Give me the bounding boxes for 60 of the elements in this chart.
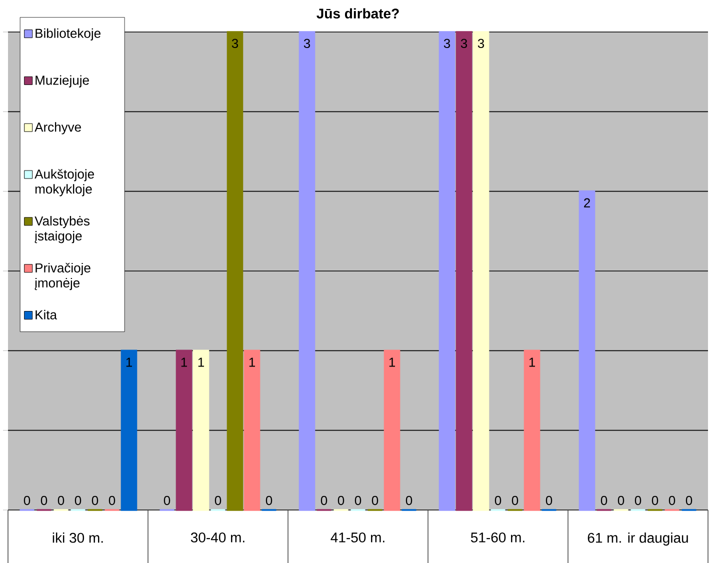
data-label: 0 xyxy=(338,496,344,506)
data-label: 0 xyxy=(686,496,692,506)
data-label: 0 xyxy=(320,496,328,506)
bar xyxy=(578,190,596,511)
data-label: 0 xyxy=(108,496,116,506)
data-label: 0 xyxy=(40,496,48,506)
bar xyxy=(226,31,244,511)
bar xyxy=(456,31,472,511)
legend-label: Muziejuje xyxy=(36,75,89,88)
data-label: 0 xyxy=(634,496,642,506)
x-tick-label: 30-40 m. xyxy=(190,532,244,542)
bar xyxy=(438,31,456,511)
data-label: 0 xyxy=(58,496,64,506)
x-tick-label: iki 30 m. xyxy=(52,532,103,543)
legend-label: Kita xyxy=(36,310,57,320)
data-label: 0 xyxy=(494,496,502,506)
x-tick-label: 61 m. ir daugiau xyxy=(588,532,688,546)
data-label: 3 xyxy=(304,38,310,48)
data-label: 1 xyxy=(529,358,535,367)
data-label: 0 xyxy=(214,496,222,506)
data-label: 0 xyxy=(354,496,362,506)
data-label: 1 xyxy=(249,358,255,367)
x-tick-label: 51-60 m. xyxy=(470,532,524,542)
legend-label: Aukštojoje mokykloje xyxy=(34,169,94,196)
data-label: 0 xyxy=(512,496,518,506)
bar xyxy=(192,350,210,511)
bar xyxy=(120,350,138,511)
data-label: 3 xyxy=(460,38,468,48)
bar xyxy=(384,350,400,511)
bar xyxy=(472,31,490,511)
data-label: 1 xyxy=(198,358,204,367)
data-label: 1 xyxy=(181,358,187,367)
bar xyxy=(524,350,540,511)
data-label: 0 xyxy=(74,496,82,506)
legend-label: Bibliotekoje xyxy=(36,28,100,40)
data-label: 0 xyxy=(164,496,170,506)
data-label: 0 xyxy=(600,496,608,506)
data-label: 0 xyxy=(266,496,272,506)
data-label: 2 xyxy=(584,198,590,208)
chart-title: Jūs dirbate? xyxy=(316,8,399,18)
data-label: 1 xyxy=(126,358,132,367)
data-label: 0 xyxy=(618,496,624,506)
data-label: 0 xyxy=(652,496,658,506)
data-label: 0 xyxy=(406,496,412,506)
legend-label: Privačioje įmonėje xyxy=(34,262,90,290)
legend-label: Archyve xyxy=(34,122,81,134)
data-label: 3 xyxy=(478,38,484,48)
legend-label: Valstybės įstaigoje xyxy=(34,216,90,244)
data-label: 0 xyxy=(92,496,98,506)
data-label: 0 xyxy=(24,496,30,506)
bar xyxy=(298,31,316,511)
data-label: 3 xyxy=(444,38,450,48)
data-label: 0 xyxy=(546,496,552,506)
data-label: 1 xyxy=(389,358,395,367)
x-tick-label: 41-50 m. xyxy=(330,532,384,542)
data-label: 0 xyxy=(372,496,378,506)
bar xyxy=(176,350,192,511)
data-label: 3 xyxy=(232,38,238,48)
bar xyxy=(244,350,260,511)
data-label: 0 xyxy=(668,496,676,506)
